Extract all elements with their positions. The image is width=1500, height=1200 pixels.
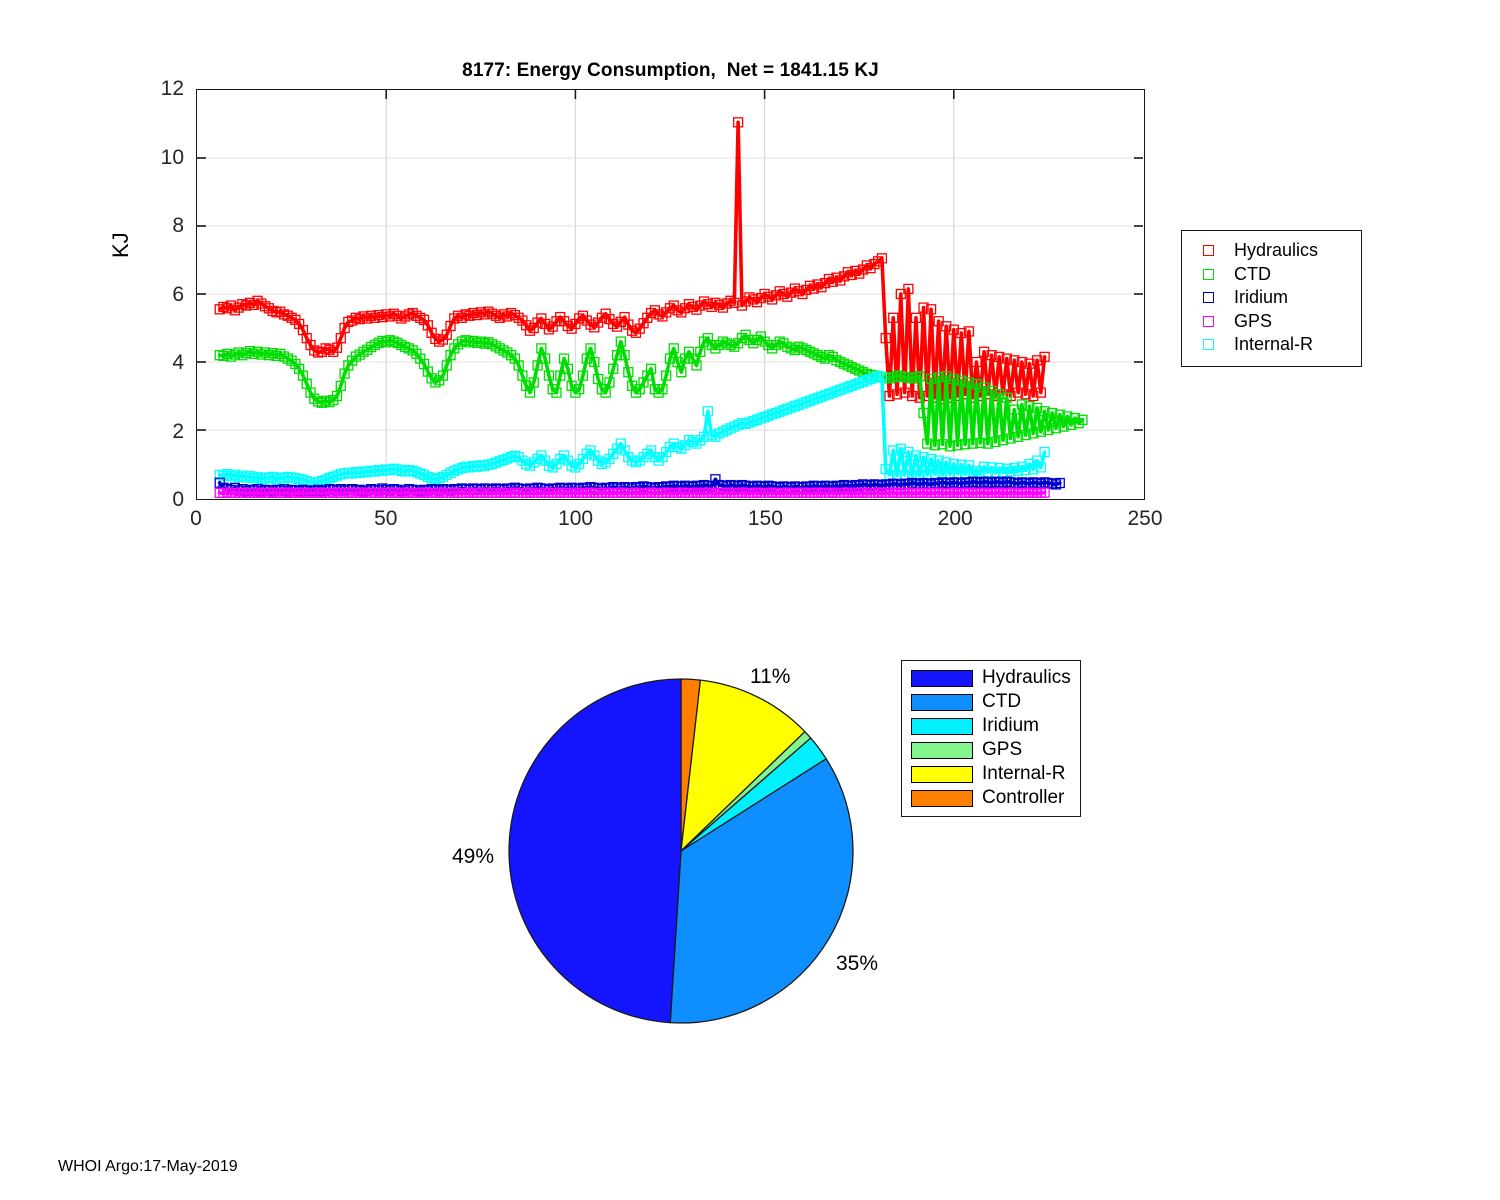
x-tick-250: 250 [1127, 507, 1163, 530]
legend-item-iridium[interactable]: Iridium [1182, 286, 1361, 310]
pie-percent-label-0: 49% [452, 845, 495, 868]
legend-marker-hydraulics-icon [1182, 245, 1234, 257]
y-tick-4: 4 [172, 351, 184, 374]
pie-legend-item-ctd[interactable]: CTD [902, 690, 1080, 714]
pie-legend-item-internal-r[interactable]: Internal-R [902, 762, 1080, 786]
pie-chart-legend: Hydraulics CTD Iridium GPS Internal-R Control… [901, 660, 1081, 817]
pie-percent-label-1: 35% [836, 952, 879, 975]
x-tick-50: 50 [374, 507, 398, 530]
line-chart-legend: Hydraulics CTD Iridium GPS Internal-R [1181, 230, 1362, 367]
pie-chart-figure: 49% 35% 11% Hydraulics CTD Iridium GPS Interna… [0, 560, 1500, 1200]
line-chart-figure: 8177: Energy Consumption, Net = 1841.15 … [0, 0, 1500, 560]
color-swatch-gps [911, 741, 973, 759]
legend-label: GPS [1234, 310, 1273, 331]
footer-attribution: WHOI Argo:17-May-2019 [58, 1158, 238, 1175]
color-swatch-ctd [911, 693, 973, 711]
x-tick-200: 200 [937, 507, 973, 530]
x-tick-150: 150 [747, 507, 783, 530]
y-tick-2: 2 [172, 419, 184, 443]
y-tick-12: 12 [160, 77, 184, 100]
legend-item-gps[interactable]: GPS [1182, 310, 1361, 334]
pie-legend-label: Internal-R [982, 763, 1066, 784]
y-axis-label: KJ [108, 232, 133, 258]
open-square-icon [1202, 245, 1214, 257]
line-chart-canvas [197, 90, 1143, 498]
x-tick-0: 0 [190, 507, 202, 530]
pie-legend-label: GPS [982, 739, 1023, 760]
pie-legend-item-iridium[interactable]: Iridium [902, 714, 1080, 738]
pie-legend-item-hydraulics[interactable]: Hydraulics [902, 666, 1080, 690]
color-swatch-internal-r [911, 765, 973, 783]
legend-item-ctd[interactable]: CTD [1182, 263, 1361, 287]
open-square-icon [1202, 268, 1214, 280]
color-swatch-iridium [911, 717, 973, 735]
legend-marker-iridium-icon [1182, 292, 1234, 304]
pie-legend-item-controller[interactable]: Controller [902, 786, 1080, 810]
legend-label: CTD [1234, 263, 1271, 284]
open-square-icon [1202, 315, 1214, 327]
legend-label: Iridium [1234, 287, 1289, 308]
pie-legend-label: CTD [982, 691, 1022, 712]
legend-marker-internal-r-icon [1182, 339, 1234, 351]
pie-legend-item-gps[interactable]: GPS [902, 738, 1080, 762]
pie-legend-label: Controller [982, 787, 1065, 808]
pie-percent-label-2: 11% [750, 665, 791, 688]
pie-slice-ctd[interactable] [669, 757, 854, 1024]
legend-marker-ctd-icon [1182, 268, 1234, 280]
open-square-icon [1202, 292, 1214, 304]
open-square-icon [1202, 339, 1214, 351]
line-chart-plot-area [196, 89, 1145, 500]
y-tick-6: 6 [172, 282, 184, 306]
legend-item-hydraulics[interactable]: Hydraulics [1182, 239, 1361, 263]
y-tick-10: 10 [160, 145, 184, 169]
x-tick-100: 100 [558, 507, 594, 530]
color-swatch-hydraulics [911, 669, 973, 687]
series-hydraulics [214, 117, 1050, 405]
color-swatch-controller [911, 789, 973, 807]
legend-marker-gps-icon [1182, 315, 1234, 327]
series-gps [214, 487, 1050, 498]
pie-slice-hydraulics[interactable] [508, 678, 682, 1024]
series-ctd [214, 329, 1088, 452]
pie-legend-label: Hydraulics [982, 667, 1071, 688]
y-tick-8: 8 [172, 214, 184, 237]
legend-label: Hydraulics [1234, 240, 1319, 261]
y-tick-0: 0 [172, 488, 184, 511]
pie-slice-internal-r[interactable] [680, 679, 806, 853]
legend-label: Internal-R [1234, 334, 1314, 355]
legend-item-internal-r[interactable]: Internal-R [1182, 333, 1361, 357]
pie-chart-canvas [508, 678, 854, 1024]
pie-legend-label: Iridium [982, 715, 1040, 736]
line-chart-title: 8177: Energy Consumption, Net = 1841.15 … [462, 60, 879, 81]
series-internal-r [214, 371, 1050, 489]
